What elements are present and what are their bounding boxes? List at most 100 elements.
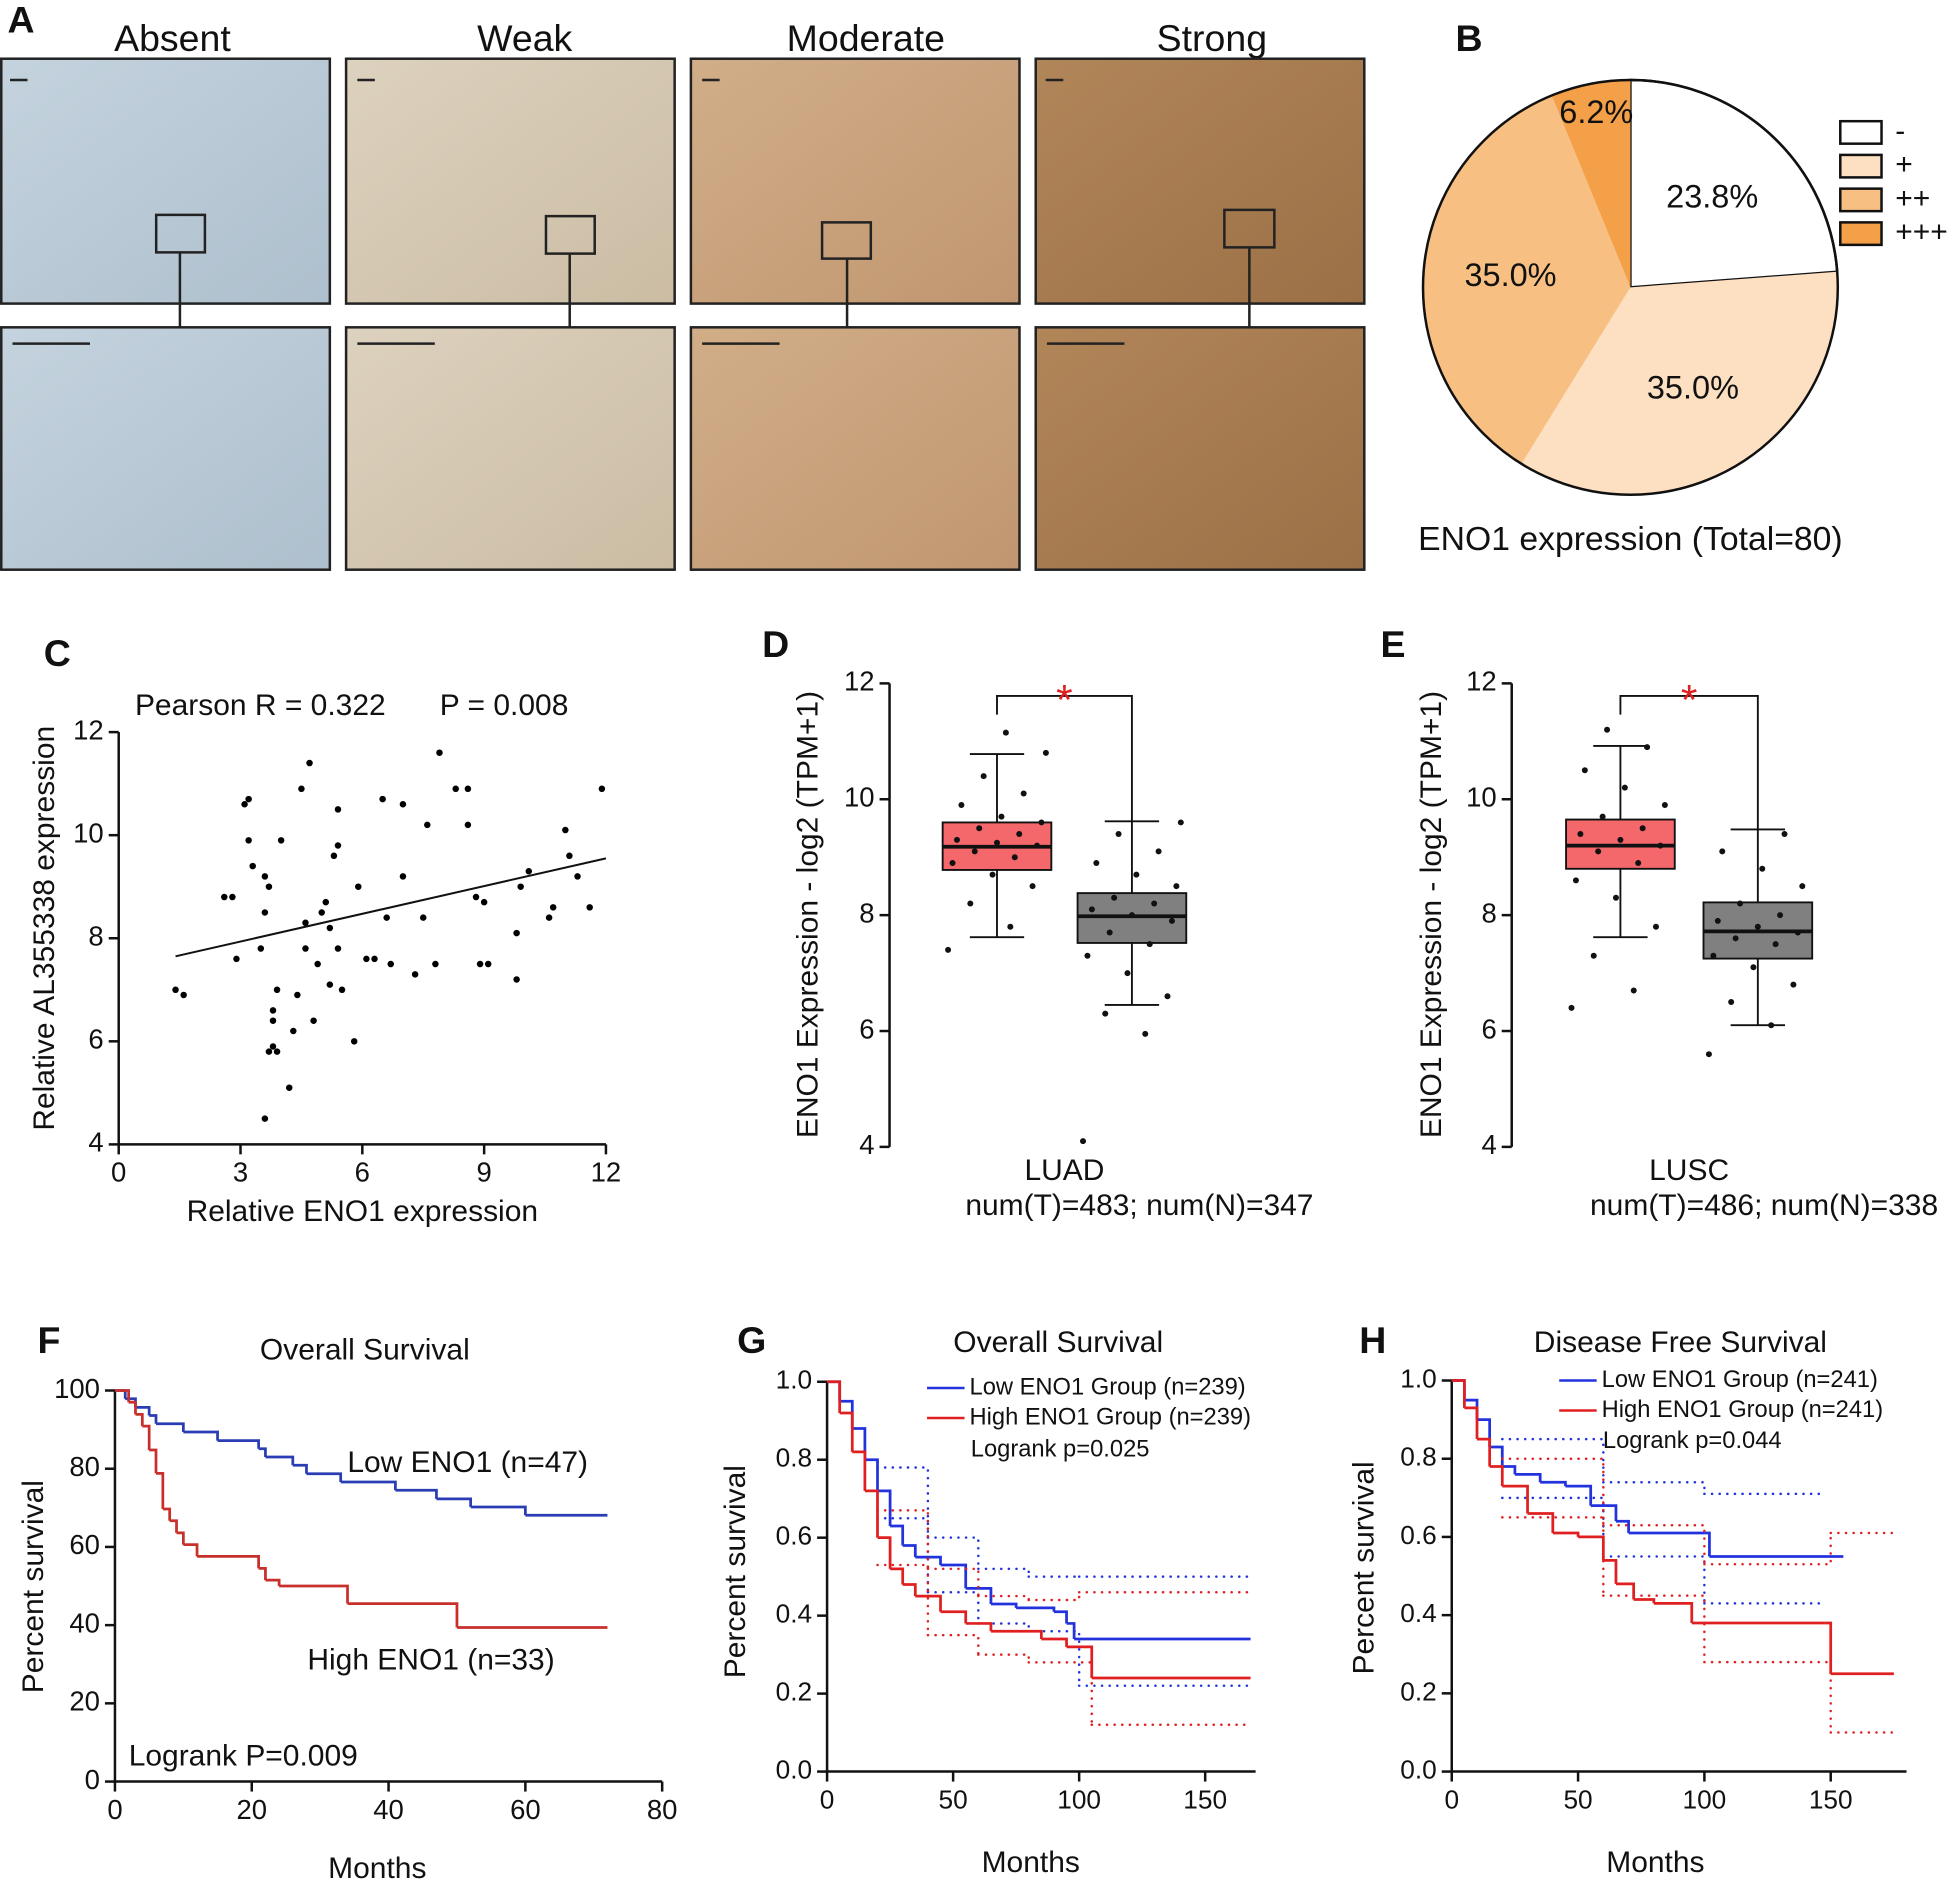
point (432, 960, 439, 968)
chart-title: Disease Free Survival (1534, 1326, 1827, 1359)
point (1111, 894, 1118, 901)
point (1173, 883, 1180, 890)
point (383, 914, 390, 921)
x-tick-label: 12 (591, 1157, 622, 1188)
x-axis-label: ENO1 expression (Total=80) (1418, 520, 1843, 558)
survival-curve (279, 1584, 349, 1604)
confidence-band (977, 1653, 1030, 1664)
survival-curve (1066, 1645, 1094, 1679)
panel-label: G (737, 1319, 766, 1361)
y-tick-label: 12 (844, 666, 875, 697)
survival-curve (142, 1424, 151, 1450)
point (513, 929, 520, 937)
y-tick-label: 10 (73, 817, 104, 848)
annotation: Logrank p=0.044 (1603, 1428, 1782, 1454)
point (949, 859, 956, 866)
micrograph-zoom (344, 326, 676, 571)
point (945, 946, 952, 953)
point (1572, 877, 1579, 884)
point (273, 986, 281, 994)
y-tick-label: 12 (73, 714, 104, 745)
point (1011, 854, 1018, 861)
point (967, 900, 974, 907)
point (273, 1048, 281, 1055)
point (1084, 952, 1091, 959)
point (1710, 952, 1717, 959)
point (371, 955, 378, 963)
point (1750, 964, 1757, 971)
survival-curve (1502, 1484, 1529, 1514)
confidence-band (1501, 1457, 1605, 1527)
point (322, 898, 330, 906)
panel-box: D 4 6 8 10 12 ENO1 Expression - log2 (TPM+1) * L… (762, 623, 1313, 1222)
survival-curve (1053, 1610, 1068, 1624)
survival-curve (827, 1380, 842, 1413)
point (1080, 1138, 1087, 1145)
legend-label: ++ (1895, 182, 1930, 215)
point (302, 945, 309, 952)
slice-label: 35.0% (1647, 370, 1739, 406)
sample-note: num(T)=486; num(N)=338 (1590, 1189, 1938, 1222)
category-label: LUSC (1649, 1154, 1729, 1187)
legend-swatch (1839, 187, 1883, 213)
y-tick-label: 12 (1466, 666, 1497, 697)
point (1635, 859, 1642, 866)
survival-curve (306, 1472, 343, 1483)
survival-curve (436, 1497, 473, 1508)
survival-curve (1451, 1379, 1466, 1401)
y-tick-label: 0.6 (1400, 1520, 1436, 1550)
point (598, 785, 606, 793)
fit-line (175, 857, 607, 958)
micrograph (689, 57, 1021, 305)
point (525, 868, 533, 875)
point (1777, 912, 1784, 919)
point (269, 1007, 277, 1014)
point (363, 955, 370, 963)
point (1705, 1051, 1712, 1058)
x-tick-label: 100 (1683, 1784, 1727, 1814)
survival-curve (1464, 1406, 1479, 1440)
legend-label: High ENO1 Group (n=239) (970, 1404, 1251, 1430)
y-tick-label: 0.8 (776, 1443, 812, 1473)
survival-curve (162, 1507, 172, 1521)
survival-curve (169, 1519, 178, 1533)
point (1102, 1010, 1109, 1017)
point (302, 919, 309, 927)
survival-curve (1489, 1445, 1504, 1467)
x-tick-label: 9 (476, 1157, 491, 1188)
x-tick-label: 20 (236, 1794, 267, 1825)
micrograph (0, 57, 332, 305)
pie-slice (1423, 95, 1631, 464)
panel-a: A Absent Weak Moderate Strong (0, 0, 1366, 571)
chart-title: Overall Survival (953, 1326, 1163, 1359)
point (241, 801, 248, 808)
survival-curve (1704, 1531, 1711, 1557)
confidence-band (977, 1567, 1030, 1578)
x-axis-label: Relative ENO1 expression (187, 1195, 538, 1228)
point (1168, 917, 1175, 924)
y-tick-label: 40 (69, 1607, 100, 1638)
survival-curve (902, 1544, 917, 1558)
panel-label: H (1359, 1319, 1386, 1361)
point (1093, 859, 1100, 866)
y-tick-label: 4 (88, 1127, 103, 1158)
point (566, 852, 573, 860)
survival-curve (1552, 1531, 1580, 1537)
point (1768, 1022, 1775, 1029)
annotation: Logrank p=0.025 (971, 1437, 1150, 1463)
point (517, 883, 524, 890)
point (269, 1017, 277, 1024)
survival-curve (1041, 1637, 1068, 1647)
confidence-band (926, 1633, 980, 1656)
x-axis-label: Months (982, 1846, 1080, 1879)
point (484, 960, 492, 968)
point (298, 785, 305, 793)
survival-curve (890, 1567, 905, 1585)
y-tick-label: 0.2 (1400, 1676, 1436, 1706)
y-axis-label: Relative AL355338 expression (28, 726, 61, 1131)
x-axis-label: Months (328, 1852, 426, 1884)
point (1088, 906, 1095, 913)
survival-curve (1502, 1465, 1517, 1475)
survival-curve (1540, 1480, 1567, 1487)
